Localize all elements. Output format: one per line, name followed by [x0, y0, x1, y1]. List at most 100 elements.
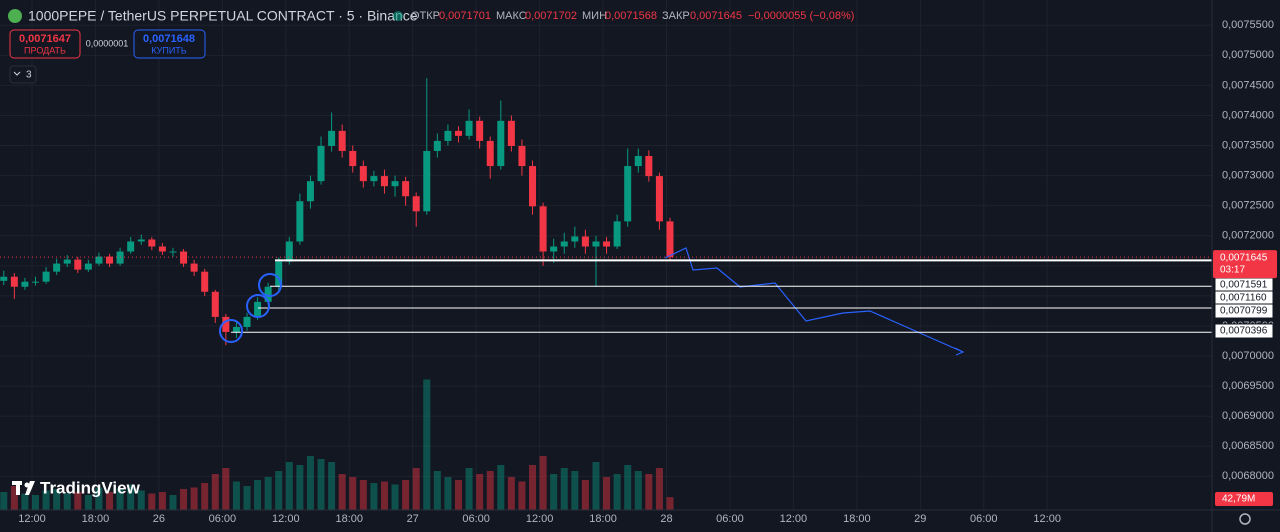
- buy-button[interactable]: [133, 29, 206, 59]
- projection-path: [664, 247, 964, 353]
- y-tick-label: 0,0068000: [1222, 470, 1274, 482]
- volume-label-box: [1215, 492, 1273, 506]
- volume-bar: [476, 474, 484, 510]
- volume-bar: [666, 497, 674, 510]
- symbol-title[interactable]: 1000PEPE / TetherUS PERPETUAL CONTRACT ·…: [28, 8, 418, 24]
- close-value: 0,0071645: [690, 10, 742, 22]
- volume-bar: [84, 495, 92, 510]
- x-tick-label: 12:00: [18, 513, 46, 525]
- change-value: −0,0000055 (−0,08%): [748, 10, 854, 22]
- settings-icon[interactable]: [1239, 513, 1251, 525]
- volume-bar: [116, 489, 124, 510]
- volume-bar: [201, 483, 209, 510]
- candle-body: [306, 181, 314, 202]
- candle-body: [137, 239, 145, 242]
- y-tick-label: 0,0072000: [1222, 230, 1274, 242]
- candle-body: [613, 221, 621, 247]
- volume-bar: [95, 487, 103, 510]
- high-value: 0,0071702: [525, 10, 577, 22]
- candle-body: [201, 271, 209, 292]
- volume-bar: [190, 487, 198, 510]
- volume-bar: [455, 480, 462, 510]
- y-tick-label: 0,0075000: [1222, 49, 1274, 61]
- open-label: ОТКР: [411, 10, 440, 22]
- candle-body: [180, 251, 188, 264]
- candle-body: [645, 156, 653, 177]
- candle-body: [455, 130, 462, 136]
- volume-bar: [74, 492, 82, 510]
- volume-bar: [571, 471, 579, 510]
- candle-body: [148, 239, 156, 247]
- volume-bar: [148, 493, 156, 510]
- candle-body: [486, 140, 494, 167]
- volume-bar: [613, 474, 621, 510]
- volume-pane: [0, 379, 674, 510]
- candle-body: [222, 316, 230, 332]
- x-tick-label: 29: [914, 513, 926, 525]
- volume-bar: [655, 468, 663, 510]
- axes: 0,0075500 0,0075000 0,0074500 0,0074000 0,00…: [18, 19, 1277, 525]
- candle-body: [634, 156, 642, 167]
- volume-bar: [10, 486, 18, 510]
- x-tick-label: 12:00: [272, 513, 300, 525]
- volume-bar: [529, 465, 537, 510]
- x-tick-label: 18:00: [82, 513, 110, 525]
- y-tick-label: 0,0072500: [1222, 200, 1274, 212]
- volume-bar: [581, 480, 589, 510]
- x-tick-label: 06:00: [716, 513, 744, 525]
- chevron-icon: [13, 71, 21, 76]
- candle-body: [624, 166, 632, 222]
- candle-body: [32, 281, 39, 283]
- candle-body: [592, 241, 600, 247]
- candle-body: [53, 263, 61, 272]
- status-dot: [393, 11, 403, 21]
- volume-bar: [444, 477, 452, 510]
- candle-body: [169, 251, 177, 253]
- y-tick-label: 0,0073000: [1222, 170, 1274, 182]
- volume-bar: [560, 468, 568, 510]
- candle-body: [391, 181, 399, 187]
- candle-body: [518, 145, 526, 167]
- volume-bar: [359, 480, 367, 510]
- volume-bar: [507, 477, 515, 510]
- volume-bar: [106, 492, 114, 510]
- marker-circle: [258, 273, 282, 297]
- candle-body: [666, 221, 674, 258]
- indicators-toggle[interactable]: [9, 65, 37, 84]
- marker-circle: [246, 294, 270, 318]
- candle-body: [232, 326, 240, 332]
- logo-text: TradingView: [40, 478, 141, 497]
- y-tick-label: 0,0069000: [1222, 410, 1274, 422]
- volume-bar: [539, 456, 547, 510]
- volume-bar: [518, 481, 526, 510]
- candle-body: [338, 130, 346, 151]
- volume-bar: [158, 492, 166, 510]
- volume-bar: [338, 474, 346, 510]
- candle-body: [476, 120, 484, 141]
- indicators-count: 3: [26, 70, 32, 81]
- candle-body: [571, 236, 579, 242]
- candle-body: [497, 120, 505, 167]
- close-label: ЗАКР: [662, 10, 690, 22]
- candle-body: [10, 276, 18, 287]
- candle-body: [42, 271, 50, 282]
- volume-bar: [21, 493, 29, 510]
- volume-label: 42,79M: [1222, 494, 1255, 505]
- low-label: МИН: [582, 10, 607, 22]
- candle-body: [433, 140, 441, 151]
- candle-body: [560, 241, 568, 247]
- level-label-box: [1214, 303, 1274, 319]
- y-tick-label: 0,0070000: [1222, 350, 1274, 362]
- volume-bar: [645, 474, 653, 510]
- volume-bar: [53, 489, 61, 510]
- candle-body: [275, 261, 283, 287]
- candle-body: [243, 316, 251, 327]
- candle-body: [106, 256, 114, 264]
- logo-mark: [16, 481, 20, 495]
- sell-button[interactable]: [9, 29, 81, 59]
- volume-bar: [370, 483, 378, 510]
- volume-bar: [634, 471, 642, 510]
- candle-body: [264, 286, 272, 302]
- candle-body: [95, 256, 103, 264]
